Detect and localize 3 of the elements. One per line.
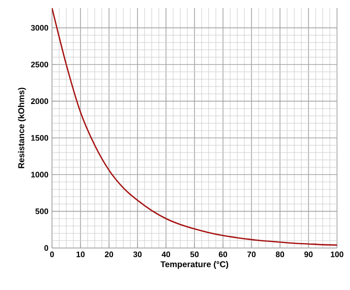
y-axis-title: Resistance (kOhms) xyxy=(18,88,26,168)
line-series xyxy=(52,8,338,246)
x-axis-title: Temperature (°C) xyxy=(160,261,228,269)
